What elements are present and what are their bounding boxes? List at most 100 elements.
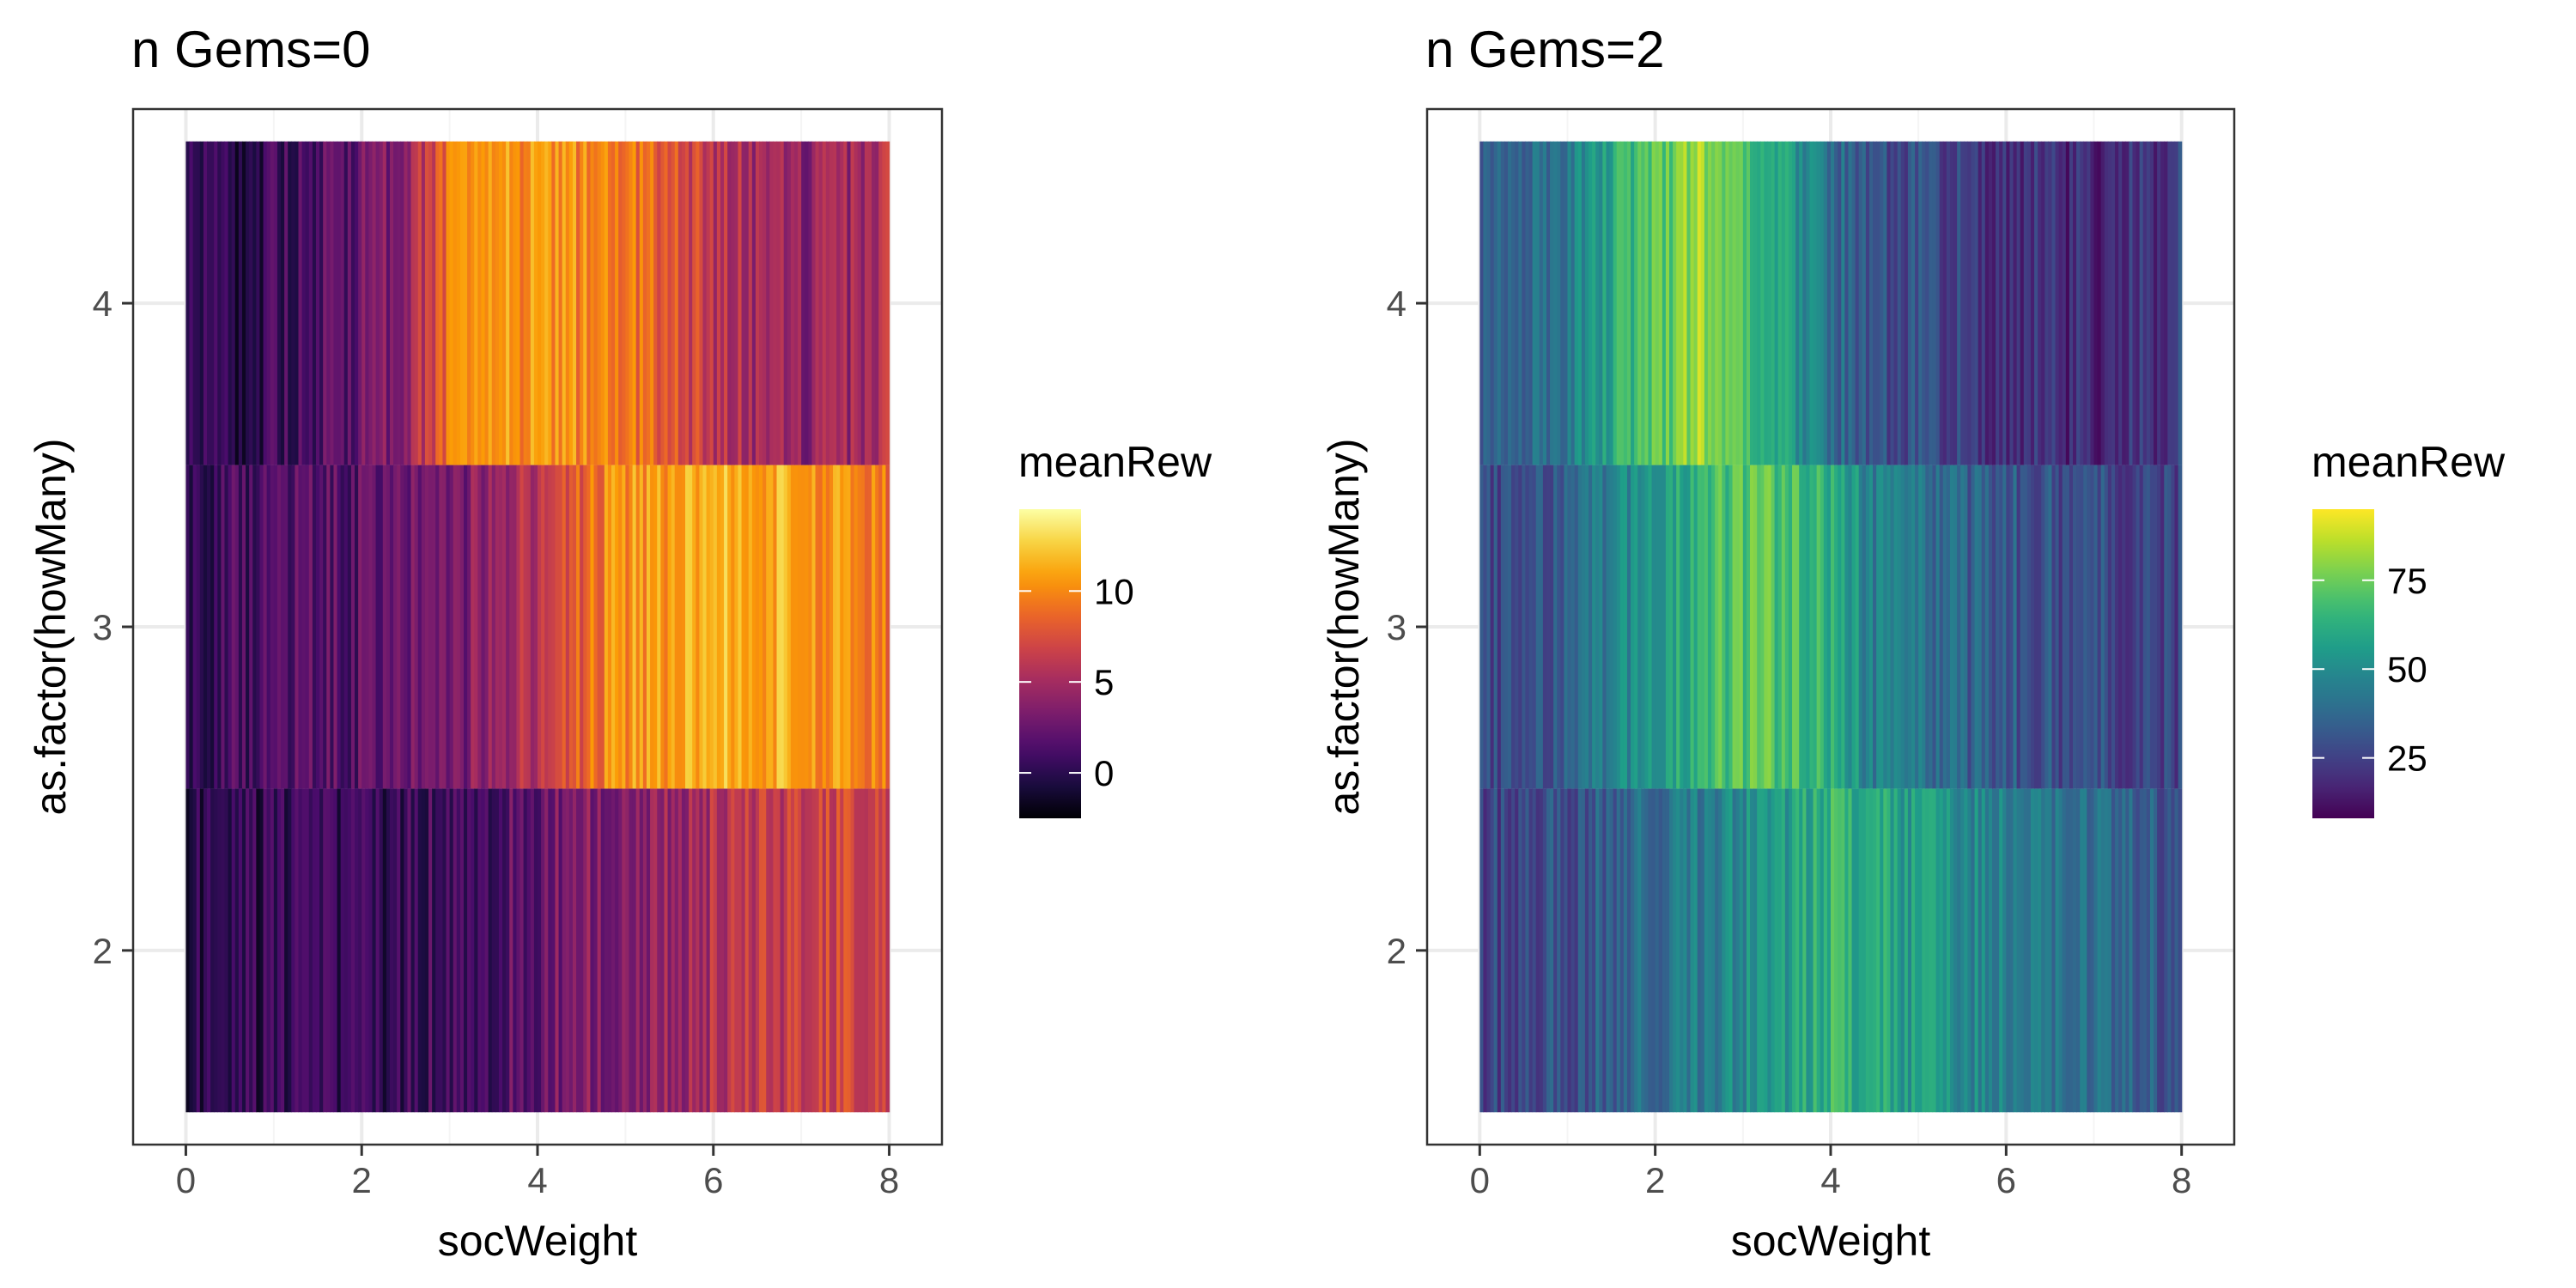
heatmap-cell [530, 141, 535, 465]
heatmap-cell [238, 465, 243, 789]
heatmap-cell [1686, 788, 1692, 1113]
heatmap-cell [867, 788, 872, 1113]
heatmap-cell [635, 465, 641, 789]
heatmap-cell [1539, 141, 1544, 465]
heatmap-cell [1957, 141, 1961, 465]
heatmap-cell [2013, 788, 2018, 1113]
heatmap-cell [671, 788, 676, 1113]
heatmap-cell [1515, 141, 1519, 465]
heatmap-cell [1820, 465, 1825, 789]
heatmap-cell [692, 788, 696, 1113]
heatmap-cell [544, 465, 549, 789]
heatmap-cell [1732, 788, 1737, 1113]
heatmap-cell [2122, 141, 2126, 465]
heatmap-cell [456, 465, 461, 789]
heatmap-cell [513, 141, 518, 465]
heatmap-cell [1893, 141, 1899, 465]
heatmap-cell [481, 788, 486, 1113]
heatmap-cell [1490, 788, 1495, 1113]
heatmap-cell [1929, 788, 1934, 1113]
heatmap-cell [1820, 141, 1825, 465]
heatmap-cell [1490, 141, 1495, 465]
heatmap-cell [2020, 788, 2025, 1113]
x-tick-label: 4 [1820, 1160, 1840, 1200]
heatmap-cell [2051, 788, 2057, 1113]
heatmap-cell [259, 141, 264, 465]
heatmap-cell [847, 141, 852, 465]
heatmap-cell [615, 788, 619, 1113]
heatmap-cell [2090, 465, 2095, 789]
heatmap-cell [1525, 788, 1530, 1113]
heatmap-cell [1631, 141, 1635, 465]
heatmap-cell [618, 788, 623, 1113]
heatmap-cell [2157, 788, 2161, 1113]
heatmap-cell [882, 788, 887, 1113]
heatmap-cell [1602, 788, 1607, 1113]
heatmap-cell [650, 465, 654, 789]
heatmap-cell [1707, 141, 1712, 465]
heatmap-cell [1504, 141, 1509, 465]
heatmap-cell [1971, 465, 1976, 789]
heatmap-cell [2013, 141, 2018, 465]
heatmap-cell [1665, 788, 1670, 1113]
heatmap-cell [2118, 788, 2123, 1113]
heatmap-cell [689, 788, 693, 1113]
heatmap-cell [2111, 788, 2116, 1113]
heatmap-cell [463, 788, 468, 1113]
heatmap-cell [319, 141, 324, 465]
heatmap-cell [2055, 788, 2060, 1113]
heatmap-cell [1518, 465, 1522, 789]
heatmap-cell [1651, 465, 1656, 789]
heatmap-cell [864, 788, 869, 1113]
heatmap-cell [1718, 141, 1722, 465]
heatmap-cell [372, 141, 377, 465]
heatmap-cell [776, 788, 781, 1113]
heatmap-cell [453, 788, 458, 1113]
heatmap-cell [337, 465, 342, 789]
heatmap-cell [1799, 788, 1803, 1113]
heatmap-cell [538, 141, 542, 465]
heatmap-cell [1764, 465, 1769, 789]
heatmap-cell [1602, 141, 1607, 465]
heatmap-cell [308, 141, 313, 465]
heatmap-cell [593, 465, 598, 789]
heatmap-cell [583, 788, 587, 1113]
heatmap-cell [1595, 465, 1600, 789]
heatmap-cell [798, 465, 802, 789]
heatmap-cell [315, 465, 320, 789]
heatmap-cell [1831, 788, 1835, 1113]
heatmap-cell [625, 788, 630, 1113]
heatmap-cell [1823, 141, 1828, 465]
heatmap-cell [1999, 788, 2003, 1113]
heatmap-cell [1904, 788, 1909, 1113]
heatmap-cell [646, 465, 651, 789]
heatmap-cell [1911, 465, 1916, 789]
heatmap-cell [347, 465, 352, 789]
heatmap-cell [2090, 788, 2095, 1113]
heatmap-cell [2065, 465, 2070, 789]
heatmap-cell [551, 788, 556, 1113]
heatmap-cell [2041, 141, 2045, 465]
heatmap-cell [474, 465, 478, 789]
heatmap-cell [1697, 788, 1702, 1113]
heatmap-cell [249, 788, 253, 1113]
heatmap-cell [291, 788, 295, 1113]
heatmap-cell [214, 465, 218, 789]
heatmap-cell [1929, 465, 1934, 789]
heatmap-cell [1883, 141, 1887, 465]
heatmap-cell [2154, 141, 2158, 465]
heatmap-cell [1855, 141, 1860, 465]
heatmap-cell [1813, 788, 1818, 1113]
heatmap-cell [716, 141, 721, 465]
heatmap-cell [1757, 788, 1761, 1113]
heatmap-cell [439, 788, 444, 1113]
heatmap-cell [766, 788, 770, 1113]
heatmap-cell [1648, 465, 1653, 789]
heatmap-cell [1915, 141, 1919, 465]
heatmap-cell [333, 465, 338, 789]
heatmap-cell [1493, 141, 1498, 465]
heatmap-cell [762, 788, 767, 1113]
heatmap-cell [2087, 465, 2092, 789]
heatmap-cell [1844, 141, 1850, 465]
heatmap-cell [811, 465, 817, 789]
